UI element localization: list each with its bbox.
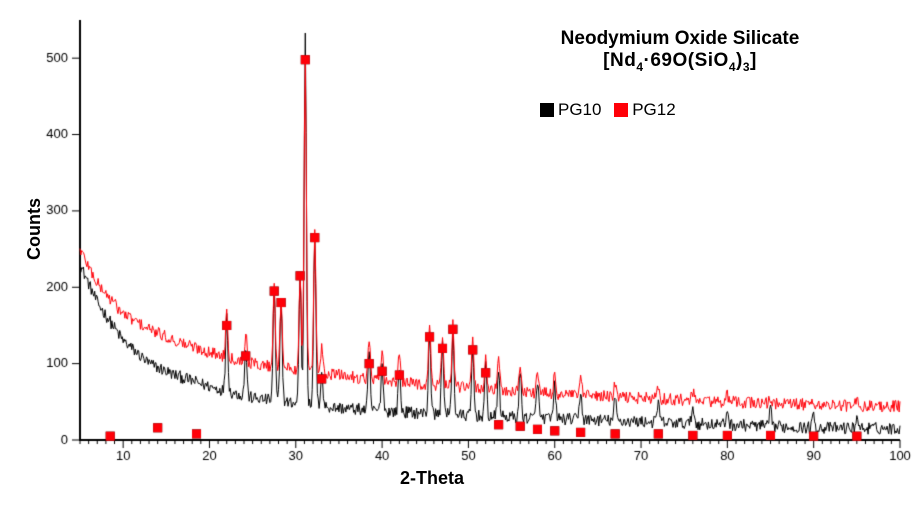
legend-label-pg10: PG10 — [558, 100, 601, 120]
x-axis-label: 2-Theta — [400, 468, 464, 489]
chart-container: Neodymium Oxide Silicate [Nd4·69O(SiO4)3… — [0, 0, 921, 532]
chart-title: Neodymium Oxide Silicate [Nd4·69O(SiO4)3… — [470, 28, 890, 74]
legend-label-pg12: PG12 — [632, 100, 675, 120]
y-axis-label: Counts — [24, 198, 45, 260]
chart-legend: PG10 PG12 — [540, 100, 684, 122]
legend-swatch-pg10 — [540, 103, 554, 117]
chart-title-line2: [Nd4·69O(SiO4)3] — [470, 50, 890, 74]
xrd-chart-canvas — [0, 0, 921, 532]
legend-item-pg10: PG10 — [540, 100, 601, 120]
chart-title-line1: Neodymium Oxide Silicate — [470, 28, 890, 50]
legend-swatch-pg12 — [614, 103, 628, 117]
legend-item-pg12: PG12 — [614, 100, 675, 120]
